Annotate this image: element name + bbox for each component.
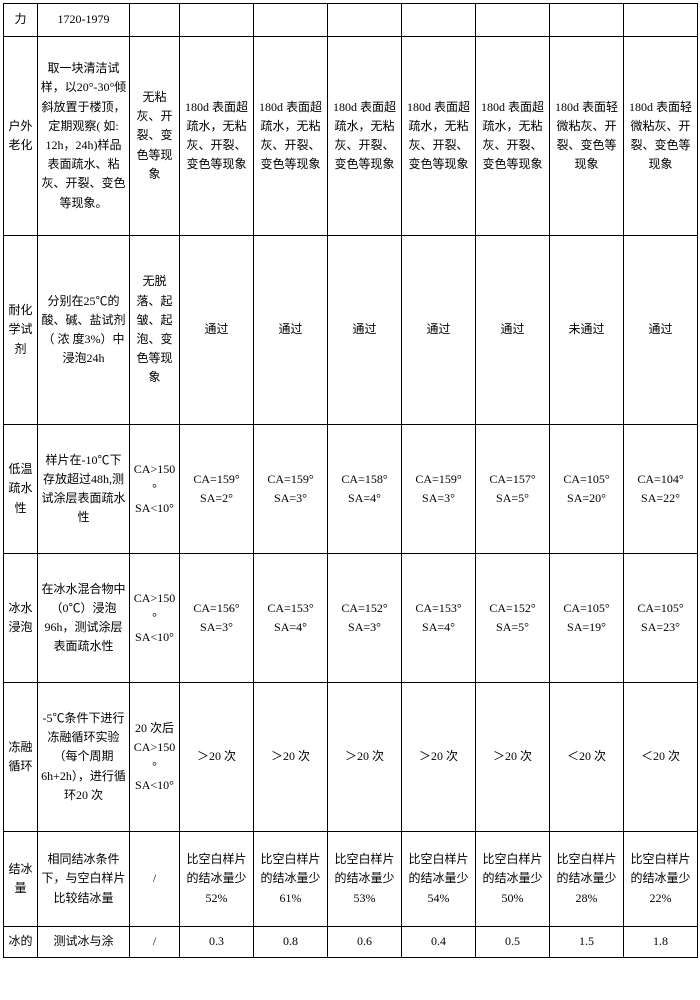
table-cell (550, 4, 624, 37)
table-cell (624, 4, 698, 37)
table-cell: 比空白样片的结冰量少 52% (180, 832, 254, 927)
table-cell: 0.3 (180, 927, 254, 958)
table-row: 低温疏水性样片在-10℃下存放超过48h,测试涂层表面疏水性CA>150° SA… (4, 425, 698, 554)
table-cell (328, 4, 402, 37)
table-cell: 比空白样片的结冰量少 22% (624, 832, 698, 927)
table-cell: CA=105° SA=20° (550, 425, 624, 554)
spec-table: 力1720-1979户外老化取一块清洁试样，以20°-30°倾斜放置于楼顶，定期… (3, 3, 698, 958)
table-cell: / (130, 927, 180, 958)
table-cell: 0.5 (476, 927, 550, 958)
table-cell: ＞20 次 (180, 683, 254, 832)
table-cell: CA=159° SA=2° (180, 425, 254, 554)
table-cell: 在冰水混合物中（0℃）浸泡 96h，测试涂层表面疏水性 (38, 554, 130, 683)
table-cell: 冰的 (4, 927, 38, 958)
table-cell: 1.8 (624, 927, 698, 958)
table-cell: 通过 (328, 236, 402, 425)
table-cell: ＞20 次 (476, 683, 550, 832)
table-cell: 比空白样片的结冰量少 54% (402, 832, 476, 927)
table-cell: 相同结冰条件下，与空白样片比较结冰量 (38, 832, 130, 927)
spec-table-body: 力1720-1979户外老化取一块清洁试样，以20°-30°倾斜放置于楼顶，定期… (4, 4, 698, 958)
table-cell: CA=153° SA=4° (402, 554, 476, 683)
table-cell: 低温疏水性 (4, 425, 38, 554)
table-cell: CA=157° SA=5° (476, 425, 550, 554)
table-cell: CA>150° SA<10° (130, 425, 180, 554)
table-cell: CA>150° SA<10° (130, 554, 180, 683)
table-row: 冰的测试冰与涂/0.30.80.60.40.51.51.8 (4, 927, 698, 958)
table-row: 结冰量相同结冰条件下，与空白样片比较结冰量/比空白样片的结冰量少 52%比空白样… (4, 832, 698, 927)
table-row: 冻融循环-5℃条件下进行冻融循环实验（每个周期6h+2h），进行循环20 次20… (4, 683, 698, 832)
table-row: 户外老化取一块清洁试样，以20°-30°倾斜放置于楼顶，定期观察( 如: 12h… (4, 37, 698, 236)
table-cell: 0.4 (402, 927, 476, 958)
table-cell: ＜20 次 (550, 683, 624, 832)
table-cell: 比空白样片的结冰量少 61% (254, 832, 328, 927)
table-cell: 180d 表面轻微粘灰、开裂、变色等现象 (550, 37, 624, 236)
table-cell: 无脱落、起皱、起泡、变色等现象 (130, 236, 180, 425)
table-cell: 通过 (254, 236, 328, 425)
table-cell: CA=158° SA=4° (328, 425, 402, 554)
table-cell: ＞20 次 (328, 683, 402, 832)
table-cell: 通过 (624, 236, 698, 425)
table-cell: 0.8 (254, 927, 328, 958)
table-cell: 180d 表面超疏水，无粘灰、开裂、变色等现象 (180, 37, 254, 236)
table-cell: 比空白样片的结冰量少 53% (328, 832, 402, 927)
table-row: 冰水浸泡在冰水混合物中（0℃）浸泡 96h，测试涂层表面疏水性CA>150° S… (4, 554, 698, 683)
table-cell (402, 4, 476, 37)
table-cell: CA=104° SA=22° (624, 425, 698, 554)
table-cell (254, 4, 328, 37)
table-cell: CA=156° SA=3° (180, 554, 254, 683)
table-cell: 0.6 (328, 927, 402, 958)
table-cell: 未通过 (550, 236, 624, 425)
table-cell: 取一块清洁试样，以20°-30°倾斜放置于楼顶，定期观察( 如: 12h，24h… (38, 37, 130, 236)
table-cell: CA=159° SA=3° (254, 425, 328, 554)
table-cell: 分别在25℃的酸、碱、盐试剂（ 浓 度3%）中浸泡24h (38, 236, 130, 425)
table-cell: 180d 表面超疏水，无粘灰、开裂、变色等现象 (254, 37, 328, 236)
table-cell (180, 4, 254, 37)
table-cell: / (130, 832, 180, 927)
table-cell: 冰水浸泡 (4, 554, 38, 683)
table-cell: CA=105° SA=19° (550, 554, 624, 683)
table-row: 力1720-1979 (4, 4, 698, 37)
table-cell: 比空白样片的结冰量少 28% (550, 832, 624, 927)
table-cell (130, 4, 180, 37)
table-cell: CA=153° SA=4° (254, 554, 328, 683)
table-cell: 通过 (476, 236, 550, 425)
table-cell: ＜20 次 (624, 683, 698, 832)
table-cell: ＞20 次 (254, 683, 328, 832)
table-cell: 180d 表面超疏水，无粘灰、开裂、变色等现象 (476, 37, 550, 236)
table-cell: 180d 表面超疏水，无粘灰、开裂、变色等现象 (328, 37, 402, 236)
table-cell: 测试冰与涂 (38, 927, 130, 958)
table-cell: 1720-1979 (38, 4, 130, 37)
table-cell: -5℃条件下进行冻融循环实验（每个周期6h+2h），进行循环20 次 (38, 683, 130, 832)
table-cell: 样片在-10℃下存放超过48h,测试涂层表面疏水性 (38, 425, 130, 554)
table-cell: CA=152° SA=5° (476, 554, 550, 683)
table-cell: 通过 (180, 236, 254, 425)
table-cell: 1.5 (550, 927, 624, 958)
table-cell: 冻融循环 (4, 683, 38, 832)
table-cell: 通过 (402, 236, 476, 425)
table-cell: 力 (4, 4, 38, 37)
table-row: 耐化学试剂分别在25℃的酸、碱、盐试剂（ 浓 度3%）中浸泡24h无脱落、起皱、… (4, 236, 698, 425)
table-cell: CA=159° SA=3° (402, 425, 476, 554)
table-cell: 20 次后 CA>150° SA<10° (130, 683, 180, 832)
table-cell: 无粘灰、开裂、变色等现象 (130, 37, 180, 236)
table-cell: 比空白样片的结冰量少 50% (476, 832, 550, 927)
table-cell: 180d 表面超疏水，无粘灰、开裂、变色等现象 (402, 37, 476, 236)
table-cell (476, 4, 550, 37)
table-cell: 户外老化 (4, 37, 38, 236)
table-cell: CA=105° SA=23° (624, 554, 698, 683)
table-cell: 耐化学试剂 (4, 236, 38, 425)
table-cell: ＞20 次 (402, 683, 476, 832)
table-cell: 180d 表面轻微粘灰、开裂、变色等现象 (624, 37, 698, 236)
table-cell: 结冰量 (4, 832, 38, 927)
table-cell: CA=152° SA=3° (328, 554, 402, 683)
